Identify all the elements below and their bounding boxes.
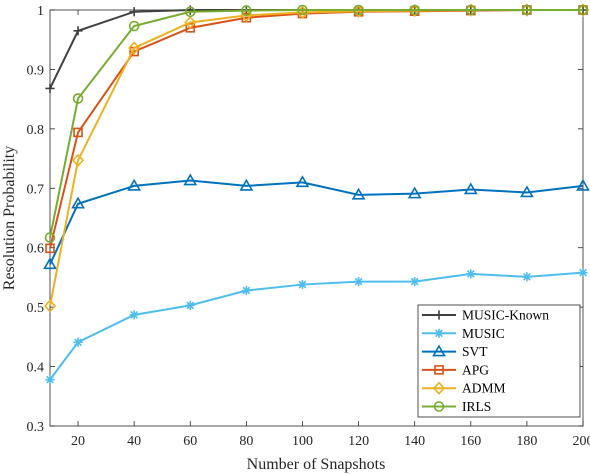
y-tick-label: 0.7 (27, 182, 45, 197)
data-point-music (45, 375, 55, 385)
data-point-music-known (73, 26, 83, 36)
series-group (43, 3, 590, 385)
x-tick-label: 20 (71, 434, 85, 449)
data-point-music (129, 310, 139, 320)
data-point-apg (73, 127, 83, 138)
x-tick-label: 180 (516, 434, 537, 449)
data-point-irls (465, 4, 477, 16)
data-point-svt (576, 178, 590, 191)
data-point-music (241, 285, 251, 296)
data-point-svt (71, 196, 85, 209)
y-tick-label: 0.8 (27, 123, 45, 138)
x-tick-label: 160 (460, 434, 481, 449)
y-tick-label: 0.4 (27, 361, 45, 376)
axis-ticks: 20 40 60 80 100 120 140 160 180 200 0.3 0.4 0.5 0.6 0.… (27, 4, 590, 449)
legend-label: ADMM (462, 381, 506, 396)
x-tick-label: 200 (573, 434, 590, 449)
legend-marker-music-known (434, 310, 444, 320)
data-point-admm (184, 15, 197, 30)
data-point-svt (127, 178, 142, 191)
legend-marker-irls (433, 401, 445, 412)
y-tick-label: 0.5 (27, 301, 45, 316)
legend-marker-apg (434, 365, 444, 375)
data-point-apg (185, 23, 196, 33)
y-tick-label: 0.6 (27, 242, 45, 257)
data-point-irls (297, 4, 308, 16)
data-point-irls (521, 4, 533, 16)
legend-marker-svt (432, 344, 446, 357)
x-tick-label: 140 (404, 434, 425, 449)
data-point-irls (409, 4, 420, 16)
y-tick-label: 0.9 (27, 63, 45, 78)
x-tick-label: 120 (348, 434, 369, 449)
y-tick-label: 0.3 (27, 420, 45, 435)
data-point-admm (520, 3, 533, 17)
legend-item-apg: APG (422, 362, 489, 377)
legend-box (417, 304, 581, 418)
x-tick-label: 60 (183, 434, 197, 449)
series-irls (44, 4, 589, 243)
legend-label: SVT (462, 344, 488, 359)
data-point-admm (408, 3, 421, 18)
data-point-music (73, 337, 83, 347)
data-point-irls (128, 20, 140, 32)
data-point-svt (43, 257, 57, 270)
data-point-apg (45, 243, 55, 254)
data-point-svt (183, 173, 198, 186)
data-point-music (297, 279, 308, 290)
data-point-irls (353, 4, 364, 16)
series-svt (43, 173, 590, 270)
data-point-music (578, 268, 588, 278)
legend-label: MUSIC-Known (462, 308, 549, 323)
legend-label: IRLS (462, 399, 491, 414)
y-axis-label: Resolution Probability (1, 146, 18, 290)
data-point-music (185, 300, 195, 310)
data-point-music-known (45, 83, 55, 94)
data-point-admm (464, 3, 477, 17)
legend-label: MUSIC (462, 326, 505, 341)
data-point-music-known (129, 7, 139, 17)
data-point-admm (128, 41, 141, 55)
data-point-admm (43, 299, 57, 313)
legend: MUSIC-Known MUSIC SVT APG ADMM IRLS (417, 304, 581, 418)
x-tick-label: 80 (239, 434, 253, 449)
legend-item-irls: IRLS (422, 399, 491, 414)
legend-label: APG (462, 362, 489, 377)
data-point-irls (241, 5, 252, 16)
series-line-irls (49, 9, 583, 238)
data-point-music (522, 272, 532, 282)
data-point-svt (463, 182, 478, 195)
data-point-irls (184, 6, 196, 18)
data-point-admm (71, 153, 85, 168)
legend-item-music-known: MUSIC-Known (422, 308, 549, 323)
legend-item-music: MUSIC (422, 326, 505, 341)
data-point-music (353, 276, 364, 287)
data-point-admm (576, 3, 590, 17)
x-tick-label: 40 (127, 434, 141, 449)
data-point-irls (577, 4, 589, 16)
series-music (45, 268, 588, 385)
legend-marker-admm (432, 381, 446, 395)
data-point-svt (351, 187, 366, 200)
x-tick-label: 100 (292, 434, 313, 449)
data-point-irls (44, 232, 56, 243)
series-line-svt (49, 179, 584, 265)
data-point-svt (239, 178, 254, 191)
legend-marker-music (434, 328, 444, 338)
legend-item-svt: SVT (422, 344, 488, 359)
data-point-music (466, 269, 476, 279)
legend-item-admm: ADMM (422, 381, 506, 396)
data-point-svt (407, 186, 422, 199)
y-tick-label: 1 (37, 4, 44, 19)
data-point-irls (72, 93, 84, 104)
data-point-music (410, 276, 420, 287)
data-point-svt (295, 175, 310, 188)
x-axis-label: Number of Snapshots (247, 456, 386, 473)
data-point-svt (520, 185, 534, 198)
